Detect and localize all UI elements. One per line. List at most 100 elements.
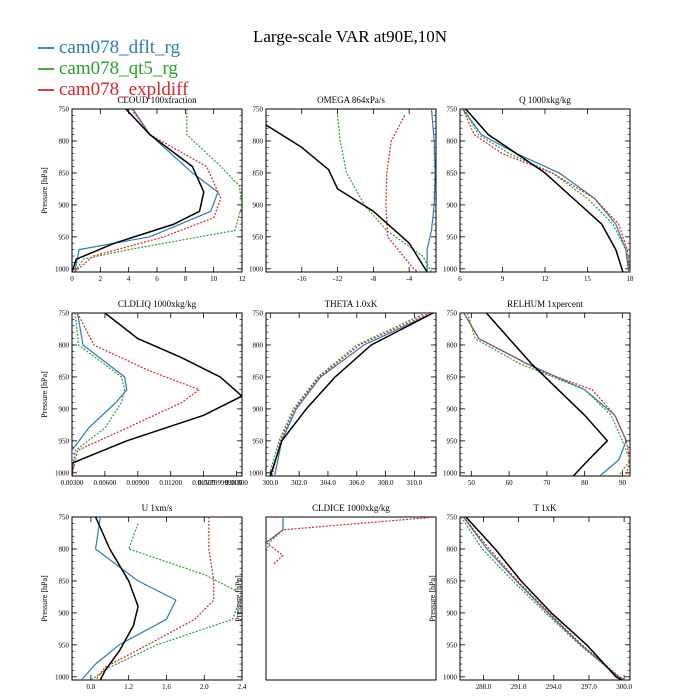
x-tick-label: 0.00900 [126,479,149,487]
y-tick-label: 850 [59,169,70,177]
series-line-2 [463,313,630,476]
x-tick-label: 300.0 [262,479,278,487]
y-tick-label: 800 [253,137,264,145]
x-tick-label: 15 [584,275,592,283]
x-tick-label: 50 [468,479,476,487]
panel-title: CLDLIQ 1000xkg/kg [118,299,197,309]
series-line-2 [74,109,222,272]
plot-frame [459,108,631,273]
plot-frame [265,108,437,273]
panel-title: OMEGA 864xPa/s [317,95,385,105]
x-tick-label: 60 [506,479,514,487]
series-line-3 [94,517,139,680]
y-axis-label: Pressure [hPa] [428,575,437,622]
x-tick-label: 0.01500 [192,479,215,487]
y-tick-label: 800 [447,341,458,349]
series-line-3 [72,109,205,272]
x-tick-label: 8 [184,275,188,283]
x-tick-label: 0.00300 [61,479,84,487]
x-tick-label: 2.0 [200,683,209,691]
y-tick-label: 950 [447,437,458,445]
series-group [266,109,436,272]
series-line-0 [462,109,630,272]
panel-6: U 1xm/s 750 800 850 900 950 1000 0.8 1.2 1.6 2.0 2.… [40,503,247,691]
y-tick-label: 900 [447,405,458,413]
x-tick-label: -4 [406,275,412,283]
y-tick-label: 1000 [55,469,70,477]
x-tick-label: 9 [501,275,505,283]
y-tick-label: 1000 [55,265,70,273]
x-tick-label: 12 [239,275,247,283]
x-tick-label: -12 [333,275,343,283]
panel-title: CLDICE 1000xkg/kg [312,503,390,513]
series-line-3 [72,313,242,476]
y-tick-label: 750 [253,106,264,114]
plot-frame [459,312,631,477]
panel-title: Q 1000xkg/kg [519,95,571,105]
y-tick-label: 850 [447,373,458,381]
plot-frame [265,516,437,681]
series-line-2 [462,109,630,272]
y-axis-label: Pressure [hPa] [40,371,49,418]
series-group [460,517,626,680]
series-line-2 [72,313,200,476]
x-tick-label: 6 [155,275,159,283]
panel-title: T 1xK [533,503,557,513]
y-tick-label: 1000 [249,265,264,273]
y-tick-label: 750 [59,310,70,318]
series-line-3 [266,124,428,272]
y-tick-label: 900 [447,201,458,209]
series-line-2 [385,115,419,272]
panel-5: RELHUM 1xpercent 750 800 850 900 950 1000 50 60 7… [443,299,631,487]
series-line-3 [269,313,434,476]
series-line-1 [463,109,630,272]
y-tick-label: 850 [253,169,264,177]
y-tick-label: 800 [59,341,70,349]
x-tick-label: 4 [127,275,131,283]
figure-title: Large-scale VAR at90E,10N [253,27,447,46]
x-tick-label: 304.0 [320,479,336,487]
panel-title: THETA 1.0xK [325,299,378,309]
y-tick-label: 950 [253,233,264,241]
x-tick-label: 306.0 [349,479,365,487]
y-tick-label: 800 [253,341,264,349]
y-tick-label: 750 [59,106,70,114]
x-tick-label: 10 [210,275,218,283]
x-tick-label: 288.0 [476,683,492,691]
y-axis-label: Pressure [hPa] [40,167,49,214]
y-tick-label: 950 [253,437,264,445]
y-tick-label: 950 [59,437,70,445]
x-tick-label: 291.0 [511,683,527,691]
y-tick-label: 800 [59,545,70,553]
series-group [72,109,242,272]
y-tick-label: 900 [253,201,264,209]
y-axis-label: Pressure [hPa] [234,575,243,622]
y-axis-label: Pressure [hPa] [40,575,49,622]
plot-frame [265,312,437,477]
x-tick-label: -8 [370,275,376,283]
legend-entry: cam078_qt5_rg [59,58,178,79]
y-tick-label: 950 [59,641,70,649]
panel-title: CLOUD 100xfraction [117,95,197,105]
plot-frame [71,312,243,477]
series-group [463,313,630,476]
x-tick-label-extra: 0.01799999000 [198,479,242,487]
series-line-2 [271,313,431,476]
series-line-1 [72,313,126,476]
series-line-1 [337,115,433,272]
y-tick-label: 1000 [443,265,458,273]
y-tick-label: 850 [253,373,264,381]
x-tick-label: 90 [619,479,627,487]
panel-8: T 1xK 750 800 850 900 950 1000 288.0 291.0 294.0 2… [428,503,633,691]
y-tick-label: 850 [59,577,70,585]
x-tick-label: 12 [542,275,550,283]
x-tick-label: 302.0 [291,479,307,487]
panel-7: CLDICE 1000xkg/kg Pressure [hPa] [234,503,437,681]
x-tick-label: 310.0 [407,479,423,487]
panel-4: THETA 1.0xK 750 800 850 900 950 1000 300.0 302.0… [249,299,437,487]
plot-frame [71,516,243,681]
